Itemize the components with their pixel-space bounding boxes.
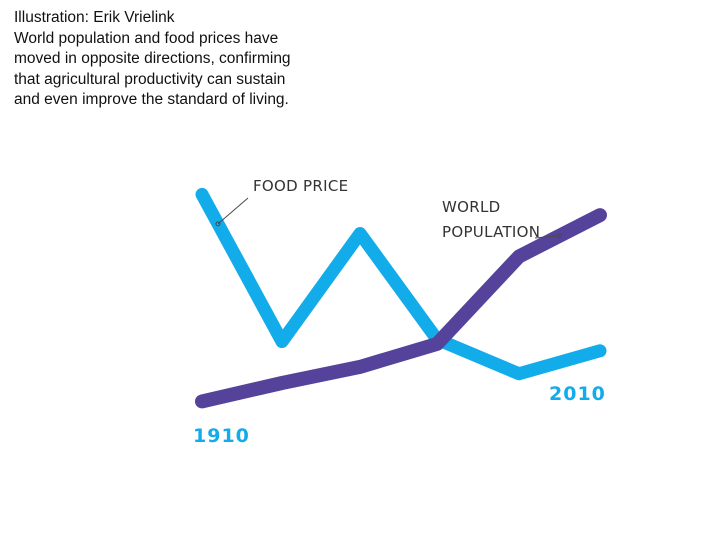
- series-lines: [195, 187, 607, 409]
- caption-line-4: and even improve the standard of living.: [14, 91, 289, 108]
- caption-line-1: World population and food prices have: [14, 29, 279, 47]
- caption: Illustration: Erik Vrielink World popula…: [14, 8, 354, 111]
- series-label: FOOD PRICE: [253, 177, 348, 195]
- series-line-world-population: [195, 208, 607, 409]
- label-connector: [217, 197, 249, 225]
- caption-line-3: that agricultural productivity can susta…: [14, 70, 286, 88]
- x-end-label: 2010: [549, 383, 606, 405]
- annotations: FOOD PRICE WORLD POPULATION: [215, 177, 562, 241]
- series-line-food-price: [195, 187, 607, 381]
- label-connector: [534, 235, 560, 239]
- x-start-label: 1910: [193, 425, 250, 447]
- caption-credit: Illustration: Erik Vrielink: [14, 9, 175, 26]
- series-label: POPULATION: [442, 223, 540, 241]
- connector-dot: [557, 233, 562, 239]
- connector-dot: [215, 221, 221, 227]
- series-label: WORLD: [442, 198, 500, 216]
- caption-line-2: moved in opposite directions, confirming: [14, 50, 291, 67]
